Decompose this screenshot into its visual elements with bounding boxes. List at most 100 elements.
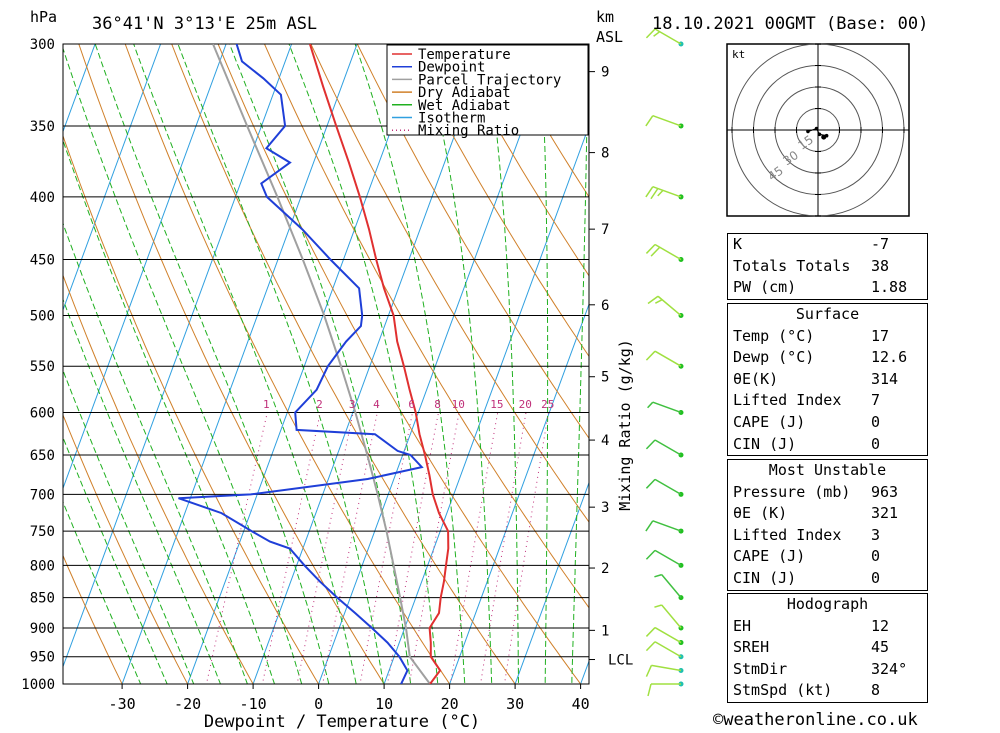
surface-li-value: 7 (871, 391, 881, 410)
wind-barb (647, 681, 684, 697)
isotherm-line (449, 302, 589, 684)
wind-barb-staff (657, 295, 682, 317)
surface-cin-value: 0 (871, 434, 881, 453)
mu-pressure-label: Pressure (mb) (733, 482, 851, 501)
km-tick-label: 3 (601, 500, 609, 516)
surface-temp-value: 17 (871, 326, 890, 345)
legend-label: Isotherm (418, 111, 485, 127)
dry-adiabat-line (449, 44, 589, 277)
mixing-ratio-label: 4 (373, 398, 380, 411)
mu-cape-value: 0 (871, 547, 881, 566)
wind-barb-staff (652, 401, 682, 414)
wind-barb-flag (645, 665, 653, 677)
mixing-ratio-line (480, 412, 527, 684)
k-label: K (733, 235, 743, 253)
mu-theta-label: θE (K) (733, 504, 788, 523)
isotherm-line (63, 44, 227, 490)
copyright-link[interactable]: ©weatheronline.co.uk (713, 710, 918, 730)
hodo-title: Hodograph (786, 595, 869, 613)
pw-value: 1.88 (871, 278, 908, 297)
isotherm-line (252, 44, 489, 684)
wind-barb-flag (645, 350, 656, 361)
pressure-tick-label: 700 (30, 487, 55, 503)
wind-barb-flag (645, 627, 656, 637)
dry-adiabat-line (63, 134, 320, 684)
dry-adiabat-line (946, 26, 1000, 710)
wind-barb-staff (661, 604, 682, 629)
wind-barb (645, 520, 684, 534)
surface-dewp-label: Dewp (°C) (733, 348, 815, 367)
x-tick-label: 0 (314, 695, 323, 713)
surface-temp-label: Temp (°C) (733, 326, 815, 345)
km-tick-label: 9 (601, 65, 609, 81)
mixing-ratio-line (449, 412, 499, 684)
stmdir-label: StmDir (733, 659, 788, 678)
pressure-tick-label: 1000 (21, 677, 55, 693)
legend-label: Parcel Trajectory (418, 72, 561, 88)
pressure-tick-label: 750 (30, 524, 55, 540)
wet-adiabat-line (485, 44, 519, 684)
wind-barb-flag (645, 439, 656, 450)
wind-barb (645, 243, 684, 263)
wind-barb (645, 549, 684, 568)
pressure-tick-label: 450 (30, 253, 55, 269)
dewpoint-line (178, 44, 424, 684)
isotherm-line (63, 44, 162, 312)
pressure-tick-label: 800 (30, 558, 55, 574)
wind-barb-flag (654, 573, 662, 578)
mixing-ratio-line (359, 412, 413, 684)
mu-cin-label: CIN (J) (733, 568, 797, 587)
wind-barb-flag (650, 246, 661, 257)
x-tick-label: 40 (572, 695, 590, 713)
x-axis-title: Dewpoint / Temperature (°C) (204, 712, 480, 732)
dry-adiabat-line (403, 44, 589, 358)
stmdir-value: 324° (871, 659, 908, 678)
km-tick-label: 1 (601, 623, 609, 639)
wind-barb-flag (645, 186, 654, 198)
km-unit: km (596, 8, 614, 26)
x-tick-label: -20 (174, 695, 201, 713)
mu-cin-value: 0 (871, 568, 881, 587)
surface-title: Surface (795, 305, 860, 323)
mu-theta-value: 321 (871, 504, 899, 523)
pressure-tick-label: 950 (30, 650, 55, 666)
wet-adiabat-line (354, 44, 466, 684)
wet-adiabat-line (133, 44, 357, 684)
wind-barb-flag (645, 28, 656, 39)
x-tick-label: -10 (240, 695, 267, 713)
mixing-ratio-label: 15 (490, 398, 503, 411)
legend-label: Wet Adiabat (418, 98, 511, 114)
wet-adiabat-line (63, 436, 168, 684)
mixing-ratio-line (205, 412, 268, 684)
wind-barb-flag (645, 520, 654, 532)
pressure-tick-label: 350 (30, 119, 55, 135)
most-unstable-panel: Most Unstable Pressure (mb) 963 θE (K) 321… (727, 459, 928, 591)
hpa-unit: hPa (30, 8, 57, 26)
surface-panel: Surface Temp (°C) 17 Dewp (°C) 12.6 θE(K) 3… (727, 303, 928, 457)
surface-theta-value: 314 (871, 369, 899, 388)
dry-adiabat-line (310, 44, 589, 523)
surface-li-label: Lifted Index (733, 391, 842, 410)
mixing-ratio-label: 3 (349, 398, 356, 411)
x-tick-label: 30 (506, 695, 524, 713)
wind-barb-staff (654, 626, 682, 644)
wind-barb (645, 350, 684, 369)
stmspd-value: 8 (871, 681, 881, 700)
wind-barb-flag (647, 401, 654, 409)
mixing-ratio-label: 10 (452, 398, 465, 411)
wind-barb-flag (655, 299, 663, 304)
wind-barb (645, 185, 684, 200)
km-tick-label: 2 (601, 561, 609, 577)
hodograph-point (814, 126, 819, 131)
wet-adiabat-line (63, 221, 248, 684)
indices-panel: K -7 Totals Totals 38 PW (cm) 1.88 (727, 233, 928, 300)
wind-barb-staff (654, 641, 682, 658)
isotherm-line (318, 44, 555, 684)
wind-barb (645, 114, 684, 129)
sreh-value: 45 (871, 638, 890, 657)
isotherm-line (514, 481, 589, 684)
wind-barb (645, 641, 684, 660)
km-tick-label: 7 (601, 222, 609, 238)
